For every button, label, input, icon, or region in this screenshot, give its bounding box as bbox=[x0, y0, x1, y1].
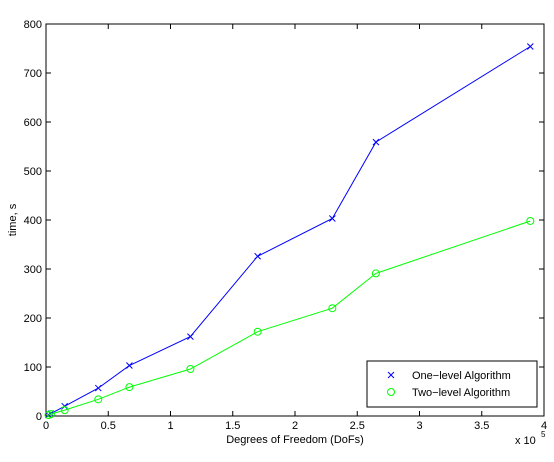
series-layer bbox=[44, 43, 535, 420]
legend-label: Two−level Algorithm bbox=[412, 387, 510, 399]
x-tick-label: 3 bbox=[416, 420, 422, 432]
legend-items: One−level Algorithm Two−level Algorithm bbox=[387, 370, 511, 399]
y-tick-label: 600 bbox=[24, 117, 42, 129]
data-point bbox=[254, 252, 262, 260]
x-axis-ticks: 0 0.5 1 1.5 2 2.5 3 3.5 4 bbox=[43, 24, 547, 432]
x-tick-label: 0.5 bbox=[101, 420, 116, 432]
data-point bbox=[186, 364, 195, 373]
data-point bbox=[60, 406, 69, 415]
y-tick-label: 300 bbox=[24, 264, 42, 276]
data-point bbox=[253, 327, 262, 336]
data-point bbox=[94, 384, 102, 392]
legend-label: One−level Algorithm bbox=[412, 370, 511, 382]
x-tick-label: 0 bbox=[43, 420, 49, 432]
x-tick-label: 2.5 bbox=[350, 420, 365, 432]
data-point bbox=[46, 410, 55, 419]
y-tick-label: 800 bbox=[24, 19, 42, 31]
data-point bbox=[526, 43, 534, 50]
series-line bbox=[48, 46, 531, 416]
legend: One−level Algorithm Two−level Algorithm bbox=[366, 360, 538, 408]
y-axis-ticks: 0 100 200 300 400 500 600 700 800 bbox=[24, 19, 544, 423]
x-tick-label: 1.5 bbox=[225, 420, 240, 432]
x-tick-label: 1 bbox=[167, 420, 173, 432]
y-tick-label: 400 bbox=[24, 215, 42, 227]
data-point bbox=[125, 383, 134, 392]
x-multiplier-base: x 10 bbox=[515, 435, 536, 447]
x-tick-label: 3.5 bbox=[474, 420, 489, 432]
x-tick-label: 4 bbox=[541, 420, 547, 432]
data-point bbox=[526, 216, 535, 225]
x-multiplier-exponent: 5 bbox=[541, 430, 546, 439]
series-line bbox=[48, 220, 531, 416]
y-tick-label: 700 bbox=[24, 68, 42, 80]
data-point bbox=[387, 371, 395, 379]
y-tick-label: 100 bbox=[24, 362, 42, 374]
data-point bbox=[328, 304, 337, 313]
x-axis-label: Degrees of Freedom (DoFs) bbox=[226, 434, 364, 446]
data-point bbox=[94, 395, 103, 404]
x-tick-label: 2 bbox=[292, 420, 298, 432]
data-point bbox=[328, 215, 336, 222]
y-tick-label: 0 bbox=[36, 411, 42, 423]
y-tick-label: 200 bbox=[24, 313, 42, 325]
data-point bbox=[187, 333, 194, 340]
legend-entry: One−level Algorithm bbox=[387, 370, 511, 382]
y-axis-label: time, s bbox=[7, 203, 19, 236]
x-axis-multiplier: x 10 5 bbox=[515, 430, 546, 447]
series-2 bbox=[44, 216, 535, 420]
data-point bbox=[387, 388, 395, 396]
legend-box bbox=[366, 360, 538, 408]
y-tick-label: 500 bbox=[24, 166, 42, 178]
legend-entry: Two−level Algorithm bbox=[387, 387, 510, 399]
data-point bbox=[126, 362, 133, 369]
data-point bbox=[371, 269, 380, 278]
data-point bbox=[372, 138, 380, 146]
